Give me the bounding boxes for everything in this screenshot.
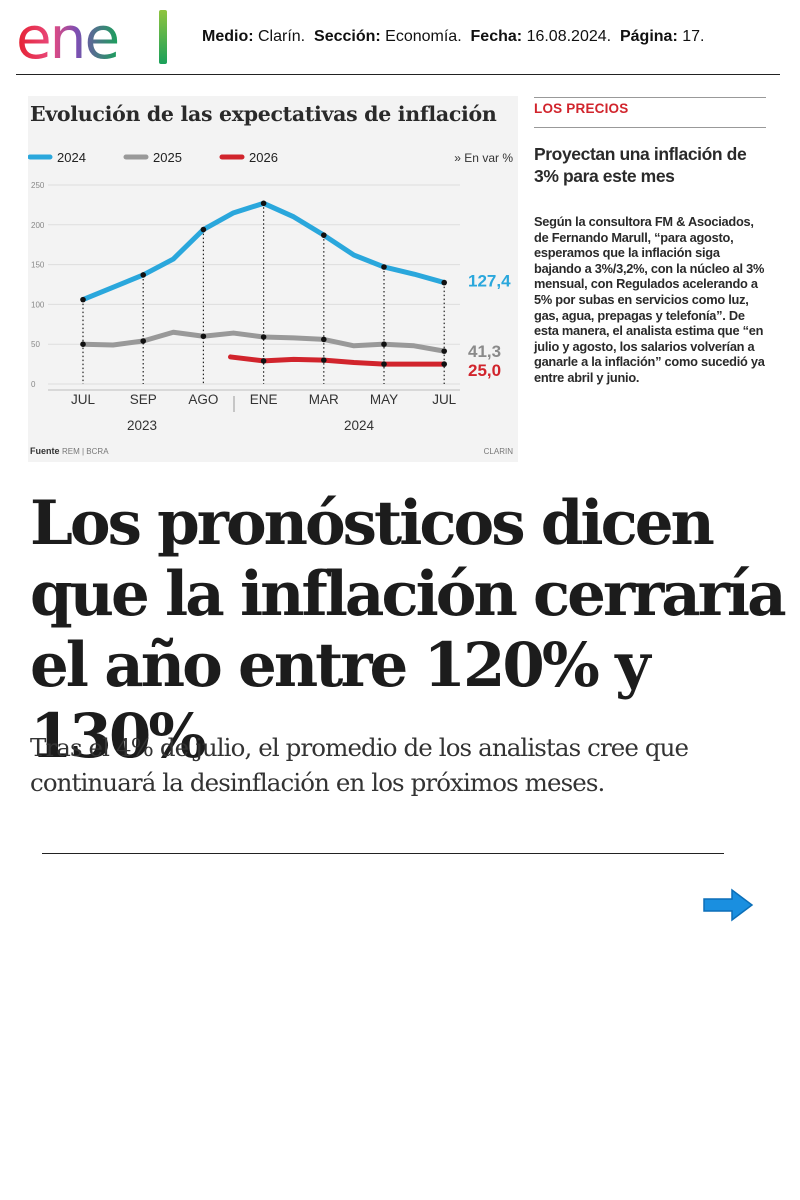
chart-title: Evolución de las expectativas de inflaci… <box>30 102 497 126</box>
sidebar-top-rule <box>534 97 766 98</box>
data-point-2024 <box>200 226 207 233</box>
fecha-label: Fecha: <box>470 28 523 45</box>
unit-note: » En var % <box>454 151 513 165</box>
end-label-2024: 127,4 <box>468 272 511 291</box>
article-headline: Los pronósticos dicen que la inflación c… <box>30 488 787 772</box>
source-label: Fuente <box>30 446 60 456</box>
source-text: REM | BCRA <box>62 447 109 456</box>
x-tick-label: SEP <box>130 392 157 407</box>
enel-logo: ene <box>16 8 167 70</box>
x-tick-label: MAY <box>370 392 398 407</box>
data-point-2024 <box>441 279 448 286</box>
data-point-2025 <box>381 341 387 347</box>
sidebar-title: Proyectan una inflación de 3% para este … <box>534 144 747 186</box>
data-point-2026 <box>381 361 387 367</box>
bottom-divider <box>42 853 724 854</box>
y-tick-label: 50 <box>31 340 40 349</box>
publication-meta: Medio: Clarín. Sección: Economía. Fecha:… <box>202 28 704 46</box>
y-tick-label: 150 <box>31 261 45 270</box>
data-point-2024 <box>140 272 146 278</box>
legend-label-2024: 2024 <box>57 150 86 165</box>
inflation-chart-panel: Evolución de las expectativas de inflaci… <box>28 96 518 462</box>
y-tick-label: 0 <box>31 380 36 389</box>
header-divider <box>16 74 780 75</box>
y-tick-label: 100 <box>31 300 45 309</box>
sidebar-body: Según la consultora FM & Asociados, de F… <box>534 214 765 385</box>
data-point-2025 <box>200 333 207 340</box>
data-point-2025 <box>260 334 267 340</box>
data-point-2024 <box>381 264 387 270</box>
year-label-2024: 2024 <box>344 418 375 433</box>
y-tick-label: 200 <box>31 221 45 230</box>
data-point-2024 <box>260 200 267 207</box>
svg-text:ene: ene <box>16 8 118 70</box>
pagina-label: Página: <box>619 28 678 45</box>
end-label-2026: 25,0 <box>468 361 501 380</box>
data-point-2024 <box>321 232 327 238</box>
legend-label-2025: 2025 <box>153 150 182 165</box>
data-point-2026 <box>441 361 448 367</box>
data-point-2025 <box>80 341 86 347</box>
legend-label-2026: 2026 <box>249 150 278 165</box>
x-tick-label: JUL <box>432 392 456 407</box>
data-point-2025 <box>441 348 448 354</box>
arrow-right-icon[interactable] <box>702 888 754 922</box>
y-tick-label: 250 <box>31 181 45 190</box>
x-tick-label: MAR <box>309 392 339 407</box>
medio-value: Clarín. <box>258 28 306 45</box>
sidebar-kicker: LOS PRECIOS <box>534 101 629 116</box>
medio-label: Medio: <box>202 28 254 45</box>
inflation-line-chart: 2024 2025 2026 » En var % 0 50 100 150 200 250 JUL… <box>28 150 514 456</box>
pagina-value: 17. <box>682 28 705 45</box>
data-point-2024 <box>80 296 86 303</box>
data-point-2026 <box>260 358 267 364</box>
series-line-2024 <box>80 200 447 303</box>
year-label-2023: 2023 <box>127 418 157 433</box>
data-point-2025 <box>321 336 327 343</box>
x-tick-label: ENE <box>250 392 278 407</box>
fecha-value: 16.08.2024. <box>526 28 612 45</box>
x-tick-label: JUL <box>71 392 95 407</box>
series-line-2026 <box>227 354 447 367</box>
article-deck: Tras el 4% de julio, el promedio de los … <box>30 733 689 797</box>
seccion-label: Sección: <box>314 28 381 45</box>
credit-text: CLARIN <box>484 447 514 456</box>
sidebar-kicker-rule <box>534 127 766 128</box>
end-label-2025: 41,3 <box>468 342 501 361</box>
x-tick-label: AGO <box>188 392 218 407</box>
seccion-value: Economía. <box>385 28 462 45</box>
data-point-2026 <box>321 357 327 363</box>
data-point-2025 <box>140 338 146 344</box>
